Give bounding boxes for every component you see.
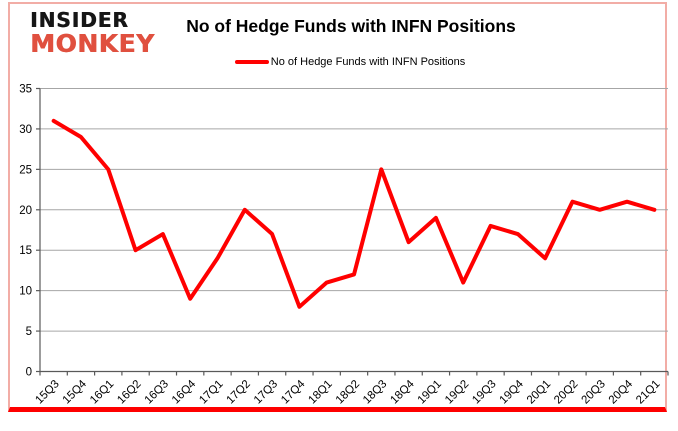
x-axis-tick-label: 20Q1 — [525, 378, 553, 406]
y-axis-tick-label: 5 — [26, 326, 32, 338]
x-axis-tick-label: 16Q2 — [115, 378, 143, 406]
x-axis-tick-label: 18Q3 — [361, 378, 389, 406]
x-axis-tick-label: 15Q3 — [33, 378, 61, 406]
x-axis-tick-label: 17Q3 — [252, 378, 280, 406]
legend-label: No of Hedge Funds with INFN Positions — [270, 56, 466, 68]
legend: No of Hedge Funds with INFN Positions — [0, 56, 678, 68]
x-axis-tick-label: 17Q4 — [279, 378, 308, 407]
y-axis-tick-label: 15 — [19, 245, 32, 257]
y-axis-tick-label: 35 — [19, 84, 32, 96]
logo-monkey-text: MONKEY — [30, 29, 155, 58]
x-axis-tick-label: 18Q1 — [306, 378, 334, 406]
x-axis-tick-label: 19Q2 — [443, 378, 471, 406]
y-axis-tick-label: 20 — [19, 205, 32, 217]
legend-line-icon — [234, 60, 269, 64]
insider-monkey-logo: INSIDER MONKEY — [30, 10, 155, 56]
y-axis-tick-label: 10 — [19, 286, 32, 298]
x-axis-tick-label: 16Q4 — [170, 378, 199, 407]
x-axis-tick-label: 19Q3 — [470, 378, 498, 406]
x-axis-tick-label: 19Q1 — [416, 378, 444, 406]
x-axis-tick-label: 18Q4 — [388, 378, 417, 407]
x-axis-tick-label: 17Q1 — [197, 378, 225, 406]
x-axis-tick-label: 19Q4 — [498, 378, 527, 407]
x-axis-tick-label: 21Q1 — [634, 378, 662, 406]
y-axis-tick-label: 30 — [19, 124, 32, 136]
x-axis-tick-label: 20Q2 — [552, 378, 580, 406]
series-line-infn — [51, 118, 657, 309]
x-axis-tick-label: 15Q4 — [61, 378, 90, 407]
logo-insider-text: INSIDER — [30, 8, 129, 32]
y-axis-tick-label: 25 — [19, 164, 32, 176]
x-axis-tick-label: 16Q1 — [88, 378, 116, 406]
y-axis-tick-label: 0 — [26, 367, 32, 379]
x-axis-tick-label: 20Q4 — [607, 378, 636, 407]
x-axis-tick-label: 16Q3 — [143, 378, 171, 406]
x-axis-tick-label: 17Q2 — [225, 378, 253, 406]
x-axis-tick-label: 18Q2 — [334, 378, 362, 406]
x-axis-tick-label: 20Q3 — [579, 378, 607, 406]
chart-title: No of Hedge Funds with INFN Positions — [186, 16, 516, 36]
